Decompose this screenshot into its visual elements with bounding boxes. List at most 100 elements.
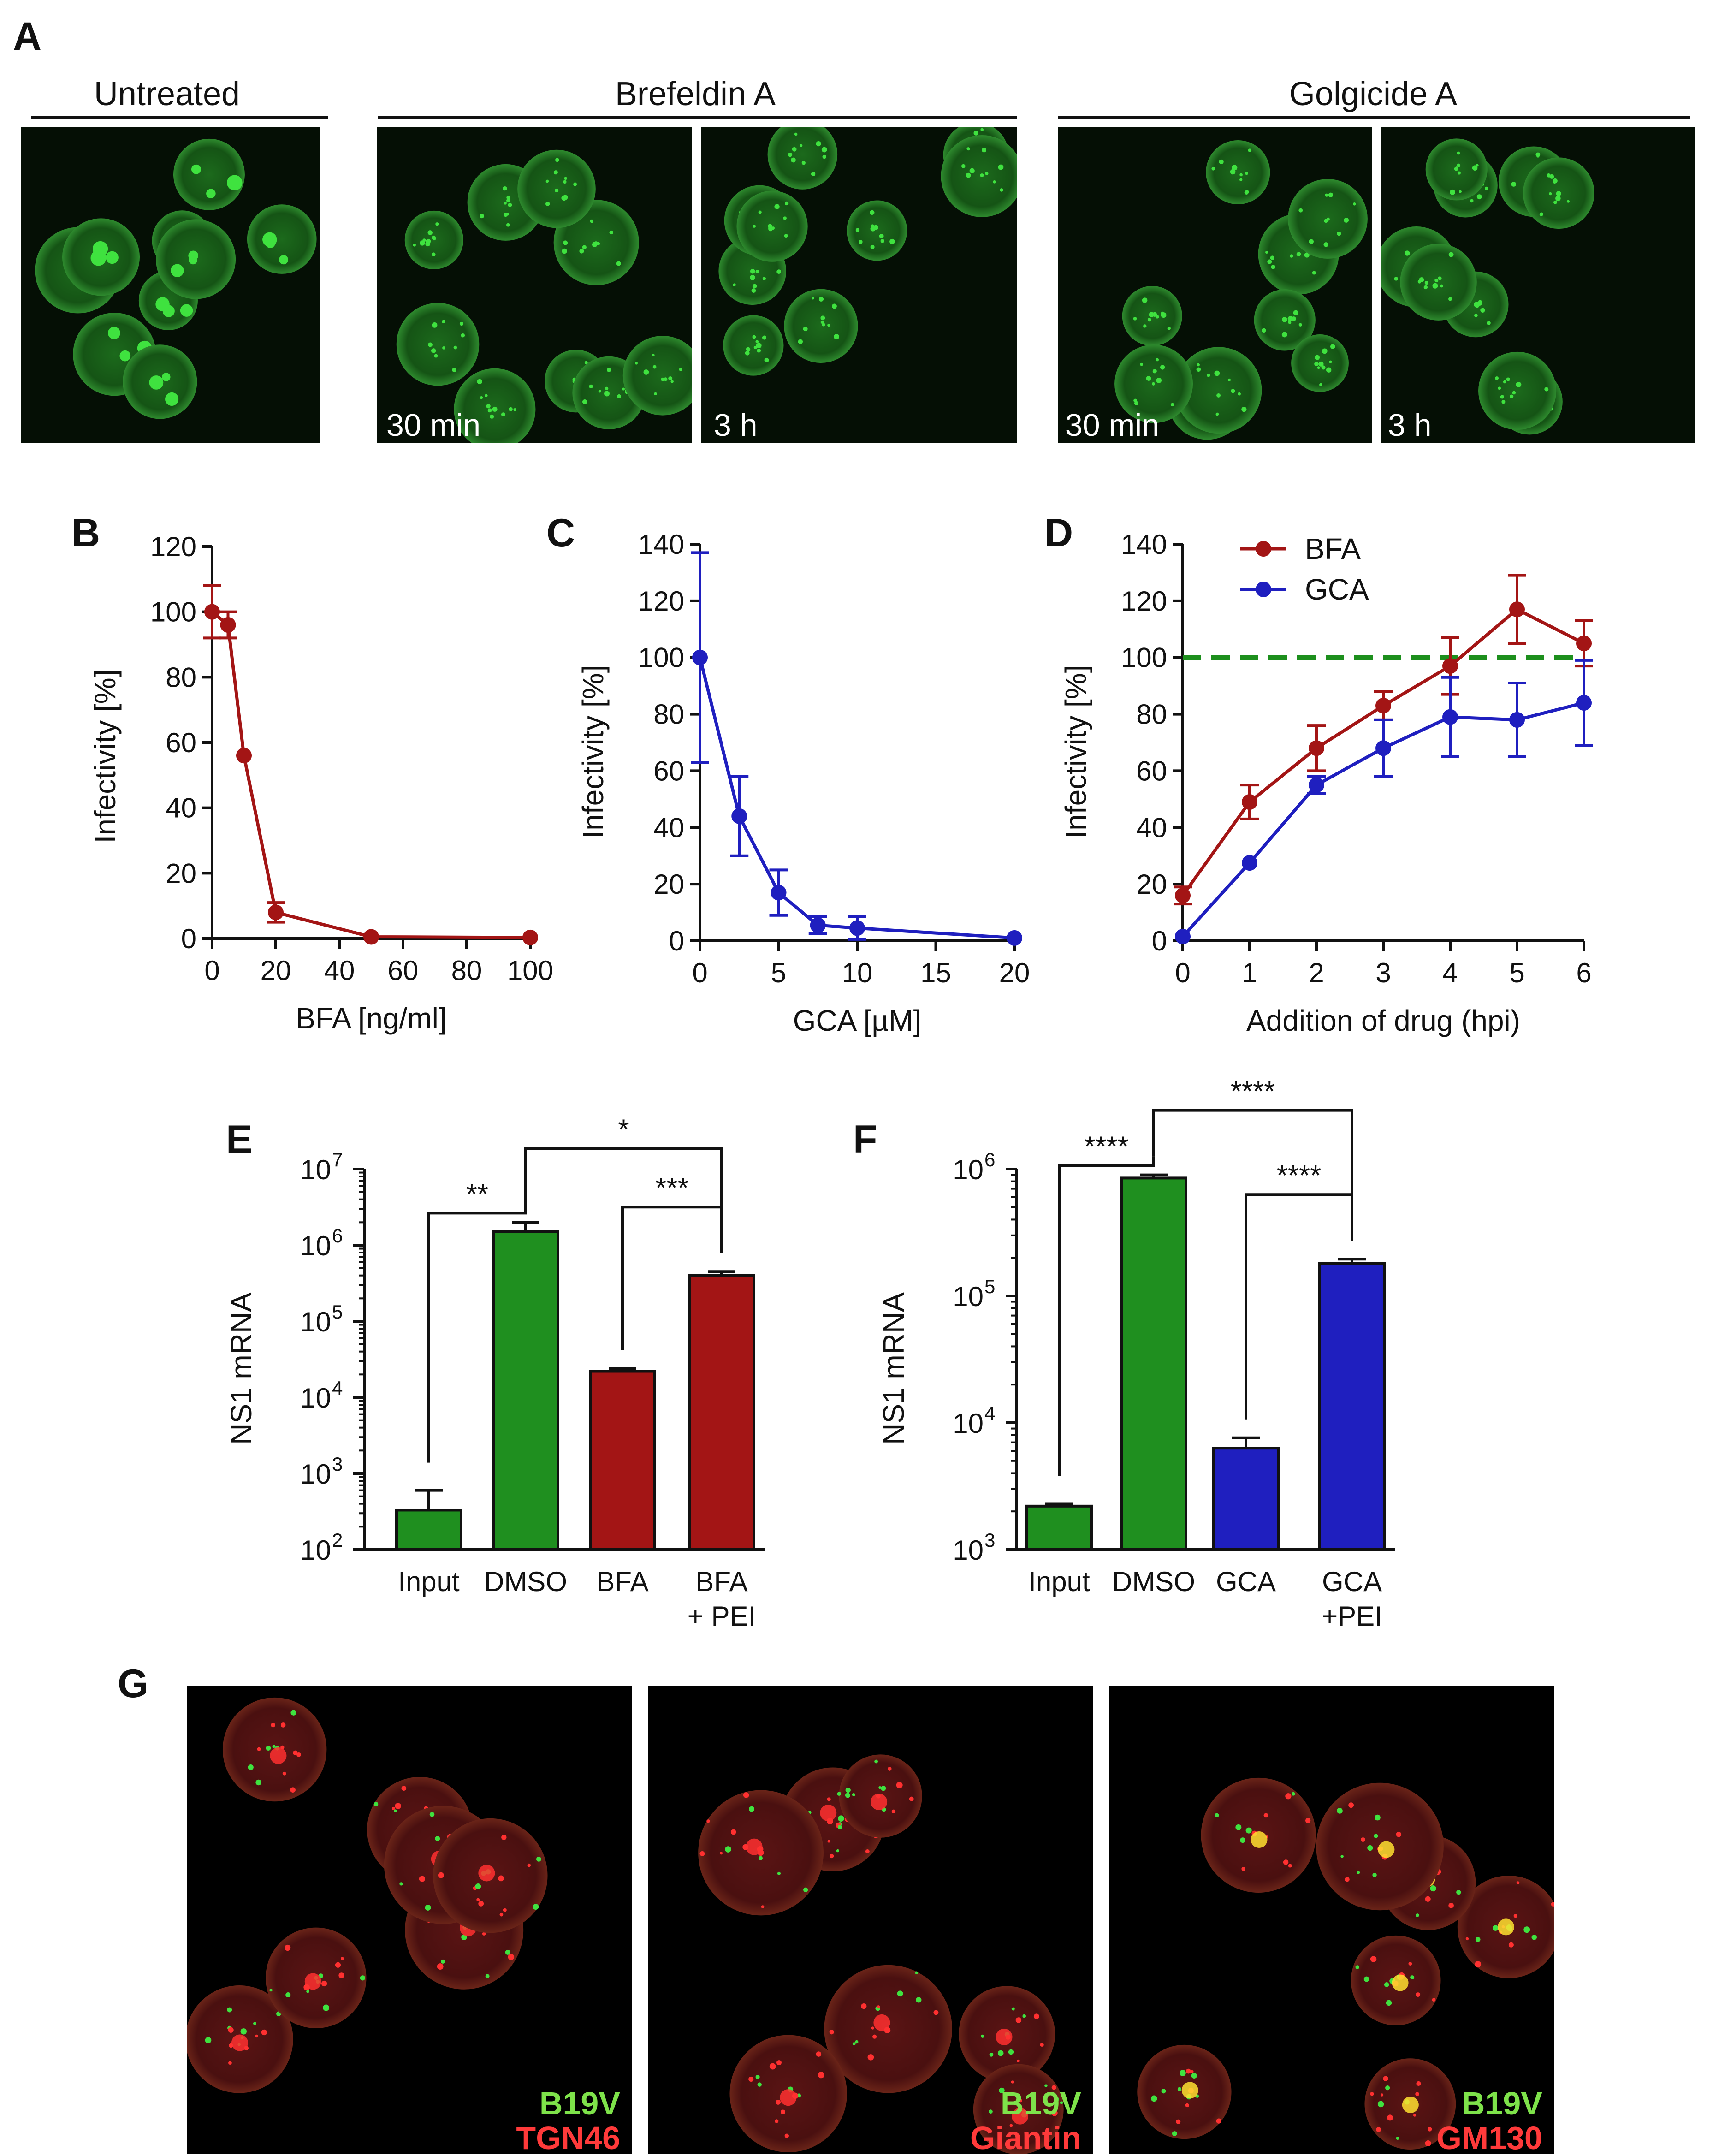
cell-spot [1146,376,1151,381]
micrograph-cells [698,1754,1064,2154]
cell-spot [1322,348,1328,354]
bracket [1152,1109,1353,1241]
spot [997,2050,1004,2056]
spot [261,2029,267,2036]
x-tick-label: BFA [695,1566,747,1597]
spot [1161,2089,1166,2094]
y-tick-exponent: 3 [332,1453,343,1475]
cell-spot [413,243,416,247]
cell-spot [643,369,649,375]
axes [699,544,1014,942]
spot [730,1829,736,1835]
spot [508,1954,515,1960]
cell-spot [1314,362,1319,366]
cell-spot [582,399,587,404]
x-axis-label: BFA [ng/ml] [296,1002,446,1035]
cell [173,138,245,210]
data-point [849,920,865,936]
micrograph-cells [35,138,317,419]
y-tick-label: 0 [669,926,684,956]
spot [780,2109,786,2114]
panel-letter-a: A [13,14,41,59]
cell-spot [661,377,665,381]
spot [855,2040,859,2044]
micrograph-cells [1114,140,1368,440]
cell-spot [1239,178,1243,181]
cell-spot [1196,367,1201,372]
spot [1523,1926,1530,1933]
spot [257,1747,261,1751]
cell-spot [459,321,464,326]
spot [285,1992,291,1998]
bracket-line [1245,1193,1353,1420]
cell-spot [189,255,198,265]
cell-spot [1325,193,1328,197]
cell-spot [764,357,769,362]
y-tick-label: 10 [300,1383,331,1414]
cell-spot [1344,217,1349,223]
golgi-spot [270,1747,287,1764]
cell-spot [769,225,772,228]
y-tick-label: 10 [953,1408,984,1439]
spot [1551,1902,1554,1907]
cell-spot [490,414,494,419]
cell-spot [832,303,837,309]
cell-spot [980,173,984,178]
y-tick-label: 80 [166,662,196,693]
golgi-spot [1378,1841,1395,1858]
spot [989,2109,993,2114]
cell [396,303,480,386]
cell-spot [1555,196,1561,202]
significance-brackets: **** **** **** [1058,1076,1353,1476]
cell-spot [757,348,761,353]
spot [419,1876,425,1882]
spot [761,1905,765,1908]
cell-spot [1472,165,1478,171]
cell-spot [1197,363,1200,367]
cell-spot [564,177,567,180]
data-point [1576,695,1592,711]
spot [1216,2118,1221,2124]
cell-spot [733,283,736,286]
golgi-spot [231,2034,248,2051]
bar-group: BFA + PEI [688,1270,756,1632]
cell-spot [1149,312,1154,317]
cell-spot [265,238,276,248]
data-point [731,808,747,824]
y-tick-exponent: 7 [332,1149,343,1170]
cell-spot [432,322,438,328]
cell-spot [1241,407,1247,412]
cell-spot [1214,370,1220,376]
cell-spot [966,172,971,178]
cell-spot [616,261,621,266]
data-point [522,929,538,945]
x-tick-label: GCA [1216,1566,1276,1597]
cell-spot [504,202,507,205]
golgi-spot [304,1973,321,1990]
y-tick-label: 120 [638,586,684,617]
y-tick-label: 20 [1136,869,1167,900]
spot [830,1853,834,1859]
cell-spot [171,264,184,277]
spot [248,1764,254,1770]
spot [1191,2070,1194,2073]
cell-spot [503,186,507,191]
data-point [1175,887,1191,903]
cell-spot [149,375,164,390]
y-tick-label: 100 [150,597,196,628]
cell-spot [1156,358,1159,362]
spot [475,1883,481,1889]
y-tick-exponent: 5 [984,1276,995,1297]
y-tick-label: 40 [166,793,196,824]
spot [769,2063,776,2070]
x-tick-label: 20 [261,955,291,986]
spot [205,2037,212,2043]
data-point [1242,855,1257,871]
cell-spot [487,408,492,413]
cell-spot [1457,171,1461,175]
spot [1413,2114,1417,2117]
x-tick-label: DMSO [484,1566,567,1597]
cell-spot [1270,255,1275,260]
